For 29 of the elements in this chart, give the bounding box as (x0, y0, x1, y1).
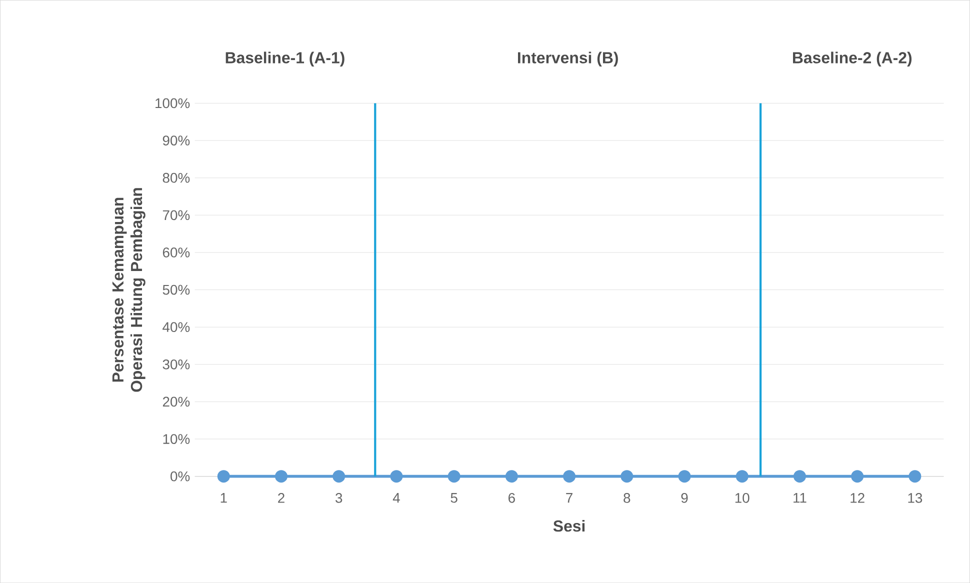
x-tick-label: 2 (278, 492, 284, 503)
x-tick-label: 5 (450, 492, 458, 503)
x-tick-label: 12 (850, 492, 864, 503)
x-tick-label: 9 (681, 492, 688, 503)
y-tick-label: 40% (162, 322, 190, 332)
y-tick-label: 10% (163, 434, 190, 444)
y-tick-label: 100% (156, 98, 190, 108)
y-tick-label: 50% (162, 284, 190, 295)
x-tick-label: 11 (794, 492, 806, 503)
x-tick-label: 3 (336, 492, 342, 503)
y-tick-label: 90% (162, 136, 190, 146)
x-tick-label: 10 (735, 492, 750, 503)
x-tick-label: 7 (566, 492, 572, 503)
y-tick-label: 30% (162, 359, 190, 370)
x-tick-label: 4 (392, 492, 400, 503)
x-tick-label: 1 (220, 492, 227, 503)
y-tick-label: 60% (162, 247, 190, 258)
x-tick-label: 6 (508, 492, 515, 503)
text: Baseline-2 (A-2) (793, 52, 912, 66)
text: Baseline-1 (A-1) (226, 52, 344, 66)
text: Intervensi (B) (518, 52, 618, 66)
y-tick-label: 20% (162, 396, 190, 407)
x-axis-title: Sesi (553, 520, 585, 532)
y-tick-label: 70% (162, 210, 190, 220)
y-axis-title: Persentase Kemampuan Operasi Hitung Pembagian (112, 188, 146, 392)
x-tick-label: 8 (624, 492, 630, 503)
x-tick-label: 13 (908, 492, 922, 503)
y-tick-label: 0% (170, 471, 190, 482)
y-tick-label: 80% (162, 172, 190, 183)
